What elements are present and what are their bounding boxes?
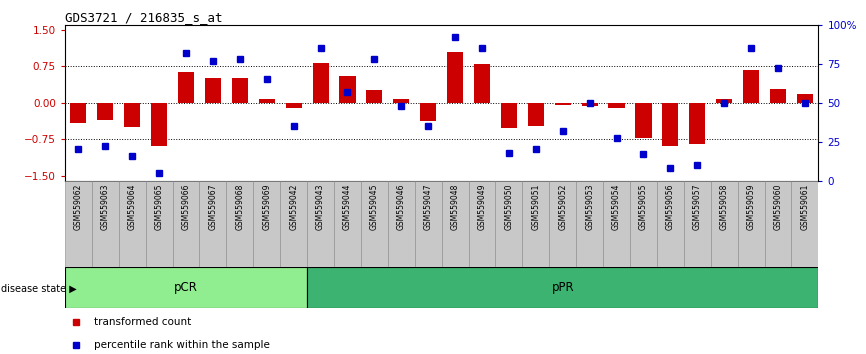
Text: GSM559051: GSM559051 bbox=[532, 183, 540, 229]
Bar bbox=[226, 181, 253, 267]
Text: GSM559045: GSM559045 bbox=[370, 183, 379, 230]
Bar bbox=[70, 103, 87, 123]
Text: GSM559066: GSM559066 bbox=[182, 183, 191, 230]
Text: GSM559043: GSM559043 bbox=[316, 183, 325, 230]
Text: pPR: pPR bbox=[552, 281, 574, 294]
Bar bbox=[582, 103, 598, 106]
Text: GSM559064: GSM559064 bbox=[127, 183, 137, 230]
Bar bbox=[151, 103, 167, 147]
Bar bbox=[415, 181, 442, 267]
Bar bbox=[469, 181, 495, 267]
Text: GSM559056: GSM559056 bbox=[666, 183, 675, 230]
Bar bbox=[630, 181, 657, 267]
Bar bbox=[366, 91, 383, 103]
Bar bbox=[97, 103, 113, 120]
Bar bbox=[442, 181, 469, 267]
Bar bbox=[576, 181, 603, 267]
Text: GSM559042: GSM559042 bbox=[289, 183, 298, 229]
Bar bbox=[281, 181, 307, 267]
Text: GSM559063: GSM559063 bbox=[100, 183, 110, 230]
Bar bbox=[662, 103, 678, 147]
Bar bbox=[65, 267, 307, 308]
Text: GDS3721 / 216835_s_at: GDS3721 / 216835_s_at bbox=[65, 11, 223, 24]
Text: GSM559050: GSM559050 bbox=[504, 183, 514, 230]
Bar bbox=[205, 78, 221, 103]
Bar bbox=[393, 99, 410, 103]
Bar bbox=[232, 78, 248, 103]
Bar bbox=[447, 52, 463, 103]
Bar bbox=[474, 64, 490, 103]
Bar bbox=[119, 181, 145, 267]
Bar bbox=[549, 181, 576, 267]
Bar bbox=[92, 181, 119, 267]
Bar bbox=[765, 181, 792, 267]
Text: GSM559068: GSM559068 bbox=[236, 183, 244, 229]
Bar bbox=[743, 70, 759, 103]
Bar bbox=[124, 103, 140, 127]
Bar bbox=[770, 89, 786, 103]
Bar bbox=[603, 181, 630, 267]
Bar bbox=[307, 267, 818, 308]
Bar bbox=[797, 94, 813, 103]
Text: GSM559058: GSM559058 bbox=[720, 183, 728, 229]
Bar bbox=[145, 181, 172, 267]
Bar bbox=[259, 99, 275, 103]
Text: GSM559060: GSM559060 bbox=[773, 183, 783, 230]
Bar bbox=[199, 181, 226, 267]
Text: GSM559059: GSM559059 bbox=[746, 183, 756, 230]
Bar bbox=[684, 181, 711, 267]
Text: GSM559049: GSM559049 bbox=[477, 183, 487, 230]
Text: GSM559061: GSM559061 bbox=[800, 183, 810, 229]
Bar bbox=[339, 76, 356, 103]
Bar bbox=[501, 103, 517, 128]
Bar bbox=[792, 181, 818, 267]
Bar bbox=[716, 99, 733, 103]
Text: GSM559055: GSM559055 bbox=[639, 183, 648, 230]
Bar bbox=[65, 181, 92, 267]
Bar bbox=[286, 103, 301, 108]
Bar bbox=[253, 181, 281, 267]
Text: GSM559065: GSM559065 bbox=[155, 183, 164, 230]
Text: GSM559069: GSM559069 bbox=[262, 183, 271, 230]
Text: GSM559054: GSM559054 bbox=[612, 183, 621, 230]
Bar bbox=[711, 181, 738, 267]
Bar bbox=[307, 181, 334, 267]
Bar bbox=[657, 181, 684, 267]
Bar bbox=[522, 181, 549, 267]
Bar bbox=[527, 103, 544, 126]
Text: disease state ▶: disease state ▶ bbox=[1, 284, 76, 293]
Bar bbox=[495, 181, 522, 267]
Text: GSM559048: GSM559048 bbox=[450, 183, 460, 229]
Text: percentile rank within the sample: percentile rank within the sample bbox=[94, 340, 269, 350]
Text: GSM559052: GSM559052 bbox=[559, 183, 567, 229]
Text: GSM559053: GSM559053 bbox=[585, 183, 594, 230]
Bar bbox=[609, 103, 624, 108]
Text: pCR: pCR bbox=[174, 281, 198, 294]
Bar bbox=[172, 181, 199, 267]
Text: GSM559062: GSM559062 bbox=[74, 183, 83, 229]
Bar bbox=[689, 103, 705, 144]
Text: transformed count: transformed count bbox=[94, 317, 191, 327]
Bar bbox=[178, 72, 194, 103]
Bar bbox=[361, 181, 388, 267]
Text: GSM559057: GSM559057 bbox=[693, 183, 701, 230]
Bar bbox=[313, 63, 328, 103]
Bar bbox=[388, 181, 415, 267]
Bar bbox=[420, 103, 436, 121]
Bar bbox=[636, 103, 651, 138]
Text: GSM559047: GSM559047 bbox=[423, 183, 433, 230]
Text: GSM559067: GSM559067 bbox=[209, 183, 217, 230]
Bar bbox=[554, 103, 571, 105]
Bar bbox=[334, 181, 361, 267]
Text: GSM559046: GSM559046 bbox=[397, 183, 406, 230]
Text: GSM559044: GSM559044 bbox=[343, 183, 352, 230]
Bar bbox=[738, 181, 765, 267]
